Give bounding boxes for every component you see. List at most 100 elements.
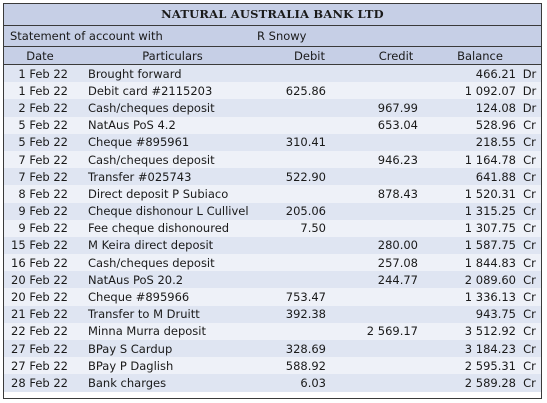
column-header-particulars: Particulars — [76, 47, 269, 65]
bank-statement: NATURAL AUSTRALIA BANK LTD Statement of … — [3, 3, 542, 399]
transaction-debit — [269, 254, 350, 272]
transaction-balance: 1 164.78 — [442, 150, 518, 169]
transaction-particulars: Cash/cheques deposit — [76, 254, 269, 272]
balance-dr-cr-indicator: Cr — [518, 202, 541, 220]
transaction-credit — [350, 374, 442, 392]
transaction-debit: 328.69 — [269, 340, 350, 358]
table-row: 5 Feb 22 Cheque #895961 310.41 218.55 Cr — [4, 133, 541, 151]
transaction-debit — [269, 271, 350, 289]
transaction-particulars: Cheque #895966 — [76, 288, 269, 306]
transaction-balance: 1 336.13 — [442, 288, 518, 306]
table-header-row: Date Particulars Debit Credit Balance — [4, 47, 541, 65]
table-row: 7 Feb 22 Cash/cheques deposit 946.23 1 164.… — [4, 150, 541, 169]
transaction-credit — [350, 288, 442, 306]
balance-dr-cr-indicator: Cr — [518, 150, 541, 169]
transaction-date: 27 Feb 22 — [4, 357, 76, 375]
transaction-date: 2 Feb 22 — [4, 99, 76, 117]
account-holder-name: R Snowy — [257, 29, 307, 43]
transaction-particulars: Debit card #2115203 — [76, 82, 269, 100]
transaction-debit — [269, 236, 350, 255]
transaction-balance: 528.96 — [442, 116, 518, 134]
transaction-credit: 878.43 — [350, 185, 442, 203]
table-row: 1 Feb 22 Brought forward 466.21 Dr — [4, 64, 541, 83]
balance-dr-cr-indicator: Cr — [518, 340, 541, 358]
transactions-table: Date Particulars Debit Credit Balance 1 … — [4, 47, 541, 392]
balance-dr-cr-indicator: Dr — [518, 82, 541, 100]
transaction-date: 22 Feb 22 — [4, 322, 76, 340]
transaction-debit — [269, 150, 350, 169]
transaction-debit: 588.92 — [269, 357, 350, 375]
table-row: 28 Feb 22 Bank charges 6.03 2 589.28 Cr — [4, 374, 541, 392]
balance-dr-cr-indicator: Dr — [518, 99, 541, 117]
balance-dr-cr-indicator: Dr — [518, 64, 541, 83]
balance-dr-cr-indicator: Cr — [518, 254, 541, 272]
transaction-debit: 310.41 — [269, 133, 350, 151]
transaction-debit — [269, 99, 350, 117]
transaction-date: 7 Feb 22 — [4, 150, 76, 169]
transaction-credit — [350, 133, 442, 151]
transaction-credit: 257.08 — [350, 254, 442, 272]
transaction-credit — [350, 168, 442, 186]
transaction-date: 5 Feb 22 — [4, 116, 76, 134]
column-header-debit: Debit — [269, 47, 350, 65]
balance-dr-cr-indicator: Cr — [518, 116, 541, 134]
table-row: 16 Feb 22 Cash/cheques deposit 257.08 1 844… — [4, 254, 541, 272]
transaction-date: 28 Feb 22 — [4, 374, 76, 392]
transaction-debit: 6.03 — [269, 374, 350, 392]
transaction-date: 7 Feb 22 — [4, 168, 76, 186]
transaction-credit: 967.99 — [350, 99, 442, 117]
transaction-balance: 943.75 — [442, 305, 518, 323]
transaction-credit: 653.04 — [350, 116, 442, 134]
table-row: 20 Feb 22 Cheque #895966 753.47 1 336.13 Cr — [4, 288, 541, 306]
transaction-date: 27 Feb 22 — [4, 340, 76, 358]
transaction-balance: 2 589.28 — [442, 374, 518, 392]
column-header-credit: Credit — [350, 47, 442, 65]
table-row: 7 Feb 22 Transfer #025743 522.90 641.88 Cr — [4, 168, 541, 186]
balance-dr-cr-indicator: Cr — [518, 133, 541, 151]
balance-dr-cr-indicator: Cr — [518, 185, 541, 203]
transaction-particulars: Transfer #025743 — [76, 168, 269, 186]
transaction-debit: 753.47 — [269, 288, 350, 306]
transaction-credit — [350, 219, 442, 237]
transaction-balance: 1 844.83 — [442, 254, 518, 272]
balance-dr-cr-indicator: Cr — [518, 288, 541, 306]
transaction-balance: 1 307.75 — [442, 219, 518, 237]
table-row: 21 Feb 22 Transfer to M Druitt 392.38 943.7… — [4, 305, 541, 323]
table-row: 8 Feb 22 Direct deposit P Subiaco 878.43 1 … — [4, 185, 541, 203]
transaction-credit: 2 569.17 — [350, 322, 442, 340]
transaction-credit: 280.00 — [350, 236, 442, 255]
table-row: 20 Feb 22 NatAus PoS 20.2 244.77 2 089.60 Cr — [4, 271, 541, 289]
transaction-particulars: NatAus PoS 20.2 — [76, 271, 269, 289]
transaction-date: 21 Feb 22 — [4, 305, 76, 323]
transaction-debit — [269, 185, 350, 203]
table-row: 15 Feb 22 M Keira direct deposit 280.00 1 5… — [4, 236, 541, 255]
transaction-date: 9 Feb 22 — [4, 202, 76, 220]
table-row: 5 Feb 22 NatAus PoS 4.2 653.04 528.96 Cr — [4, 116, 541, 134]
transaction-balance: 3 512.92 — [442, 322, 518, 340]
transaction-particulars: Minna Murra deposit — [76, 322, 269, 340]
transaction-particulars: BPay P Daglish — [76, 357, 269, 375]
transaction-balance: 3 184.23 — [442, 340, 518, 358]
transaction-particulars: Bank charges — [76, 374, 269, 392]
transaction-balance: 124.08 — [442, 99, 518, 117]
transaction-date: 5 Feb 22 — [4, 133, 76, 151]
balance-dr-cr-indicator: Cr — [518, 168, 541, 186]
transaction-particulars: NatAus PoS 4.2 — [76, 116, 269, 134]
balance-dr-cr-indicator: Cr — [518, 271, 541, 289]
transaction-balance: 1 315.25 — [442, 202, 518, 220]
transaction-date: 1 Feb 22 — [4, 64, 76, 83]
transaction-debit: 392.38 — [269, 305, 350, 323]
transaction-balance: 1 587.75 — [442, 236, 518, 255]
transaction-particulars: Cheque dishonour L Cullivel — [76, 202, 269, 220]
transaction-debit: 522.90 — [269, 168, 350, 186]
balance-dr-cr-indicator: Cr — [518, 305, 541, 323]
transaction-credit — [350, 82, 442, 100]
transaction-date: 8 Feb 22 — [4, 185, 76, 203]
transaction-particulars: Brought forward — [76, 64, 269, 83]
table-row: 9 Feb 22 Cheque dishonour L Cullivel 205.0… — [4, 202, 541, 220]
column-header-date: Date — [4, 47, 76, 65]
transaction-particulars: Fee cheque dishonoured — [76, 219, 269, 237]
column-header-drcr — [518, 47, 541, 65]
transaction-particulars: BPay S Cardup — [76, 340, 269, 358]
table-row: 22 Feb 22 Minna Murra deposit 2 569.17 3 51… — [4, 322, 541, 340]
